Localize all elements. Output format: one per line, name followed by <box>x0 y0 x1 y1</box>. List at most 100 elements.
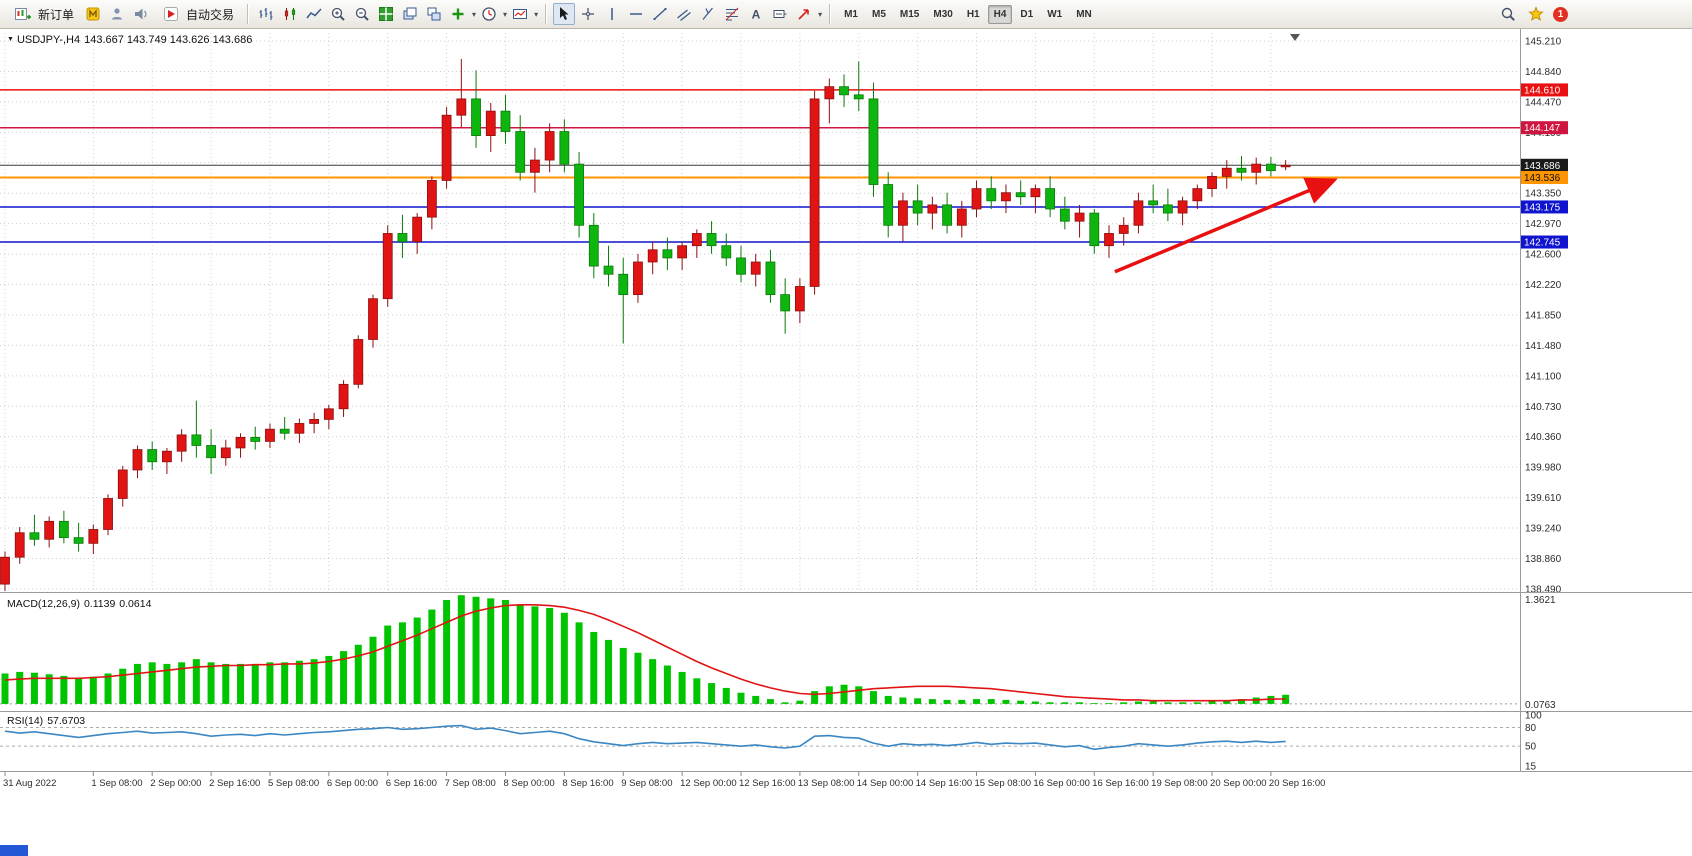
price-tag <box>1521 235 1568 249</box>
shapes-arrow-icon[interactable] <box>793 3 815 25</box>
price-tag-value: 143.175 <box>1524 202 1561 213</box>
shapes-caret-icon[interactable]: ▾ <box>818 9 823 19</box>
tile-windows-icon[interactable] <box>375 3 397 25</box>
horizontal-line-icon[interactable] <box>625 3 647 25</box>
new-order-icon <box>12 3 34 25</box>
timeframes-icon[interactable] <box>478 3 500 25</box>
time-axis-label: 1 Sep 08:00 <box>91 778 142 789</box>
trend-arrow-object[interactable] <box>1114 177 1338 274</box>
rsi-scale-label: 80 <box>1525 723 1537 734</box>
candle <box>265 428 275 442</box>
price-scale-label: 140.360 <box>1525 432 1562 443</box>
candle <box>426 180 437 218</box>
candle <box>898 200 908 226</box>
candle <box>353 339 364 385</box>
candle <box>927 204 938 214</box>
label-icon[interactable] <box>769 3 791 25</box>
candle <box>1207 175 1217 190</box>
cursor-icon[interactable] <box>553 3 576 25</box>
vertical-line-icon[interactable] <box>601 3 623 25</box>
candle <box>1015 192 1026 198</box>
candle <box>1118 224 1129 234</box>
timeframe-m1[interactable]: M1 <box>844 8 858 20</box>
autotrading-button[interactable]: 自动交易 <box>154 2 240 26</box>
price-chart[interactable]: 145.210144.840144.470144.100143.730143.3… <box>0 29 1692 856</box>
channel-icon[interactable] <box>673 3 695 25</box>
timeframe-mn[interactable]: MN <box>1076 8 1092 20</box>
candle <box>1045 188 1056 210</box>
toolbar-separator <box>829 4 831 24</box>
candle <box>485 110 496 136</box>
candle <box>88 529 99 544</box>
one-click-trading-toggle[interactable]: ▼ <box>7 36 14 43</box>
timeframe-m5[interactable]: M5 <box>872 8 886 20</box>
time-axis-label: 15 Sep 08:00 <box>975 778 1032 789</box>
candle <box>1251 163 1262 173</box>
favorites-icon[interactable] <box>1525 3 1547 25</box>
candle <box>530 159 540 173</box>
zoom-out-icon[interactable] <box>351 3 373 25</box>
news-icon[interactable] <box>130 3 152 25</box>
arrange-windows-icon[interactable] <box>399 3 421 25</box>
candle <box>544 131 555 161</box>
templates-caret-icon[interactable]: ▾ <box>534 9 539 19</box>
search-icon[interactable] <box>1497 3 1519 25</box>
timeframe-h4[interactable]: H4 <box>987 4 1013 24</box>
timeframes-caret-icon[interactable]: ▾ <box>503 9 508 19</box>
profile-icon[interactable] <box>106 3 128 25</box>
time-axis-label: 16 Sep 16:00 <box>1092 778 1149 789</box>
time-axis-label: 5 Sep 08:00 <box>268 778 319 789</box>
time-axis-label: 2 Sep 00:00 <box>150 778 201 789</box>
cascade-windows-icon[interactable] <box>423 3 445 25</box>
timeframe-m30[interactable]: M30 <box>933 8 953 20</box>
toolbar-separator <box>247 4 249 24</box>
candle <box>58 520 69 539</box>
fibonacci-icon[interactable] <box>721 3 743 25</box>
price-scale-label: 144.840 <box>1525 67 1562 78</box>
indicators-icon[interactable] <box>447 3 469 25</box>
candle <box>279 428 290 434</box>
price-scale-label: 141.100 <box>1525 371 1562 382</box>
candle <box>220 447 231 459</box>
candle <box>780 294 791 312</box>
new-order-label: 新订单 <box>38 7 75 22</box>
candle <box>971 188 982 210</box>
bottom-left-accent <box>0 845 28 856</box>
candle <box>647 249 658 263</box>
candlestick-chart-icon[interactable] <box>279 3 301 25</box>
timeframe-d1[interactable]: D1 <box>1020 8 1034 20</box>
candle <box>235 436 246 449</box>
price-tag-value: 144.147 <box>1524 123 1561 134</box>
timeframe-m15[interactable]: M15 <box>899 8 920 20</box>
candle <box>986 188 997 202</box>
price-tag-value: 143.686 <box>1524 161 1561 172</box>
timeframe-w1[interactable]: W1 <box>1047 8 1063 20</box>
indicators-caret-icon[interactable]: ▾ <box>472 9 477 19</box>
line-chart-icon[interactable] <box>303 3 325 25</box>
candle <box>1192 188 1203 202</box>
candle <box>883 184 894 226</box>
timeframe-h1[interactable]: H1 <box>966 8 980 20</box>
pitchfork-icon[interactable] <box>697 3 719 25</box>
price-tag <box>1521 171 1568 185</box>
timeframe-group: M1 M5 M15 M30 H1 H4 D1 W1 MN <box>837 4 1099 24</box>
bar-chart-icon[interactable] <box>255 3 277 25</box>
zoom-in-icon[interactable] <box>327 3 349 25</box>
time-axis-label: 8 Sep 16:00 <box>562 778 613 789</box>
candle <box>382 233 393 300</box>
trendline-icon[interactable] <box>649 3 671 25</box>
candle <box>0 556 10 585</box>
candle <box>706 233 717 247</box>
time-axis-label: 13 Sep 08:00 <box>798 778 855 789</box>
crosshair-icon[interactable] <box>577 3 599 25</box>
new-order-button[interactable]: 新订单 <box>6 2 80 26</box>
candle <box>677 245 688 259</box>
time-axis-label: 2 Sep 16:00 <box>209 778 260 789</box>
metaeditor-icon[interactable] <box>82 3 104 25</box>
notification-badge[interactable]: 1 <box>1553 6 1568 22</box>
chart-shift-marker[interactable] <box>1290 34 1300 41</box>
text-icon[interactable]: A <box>745 3 767 25</box>
candle <box>1280 164 1291 168</box>
templates-icon[interactable] <box>509 3 531 25</box>
